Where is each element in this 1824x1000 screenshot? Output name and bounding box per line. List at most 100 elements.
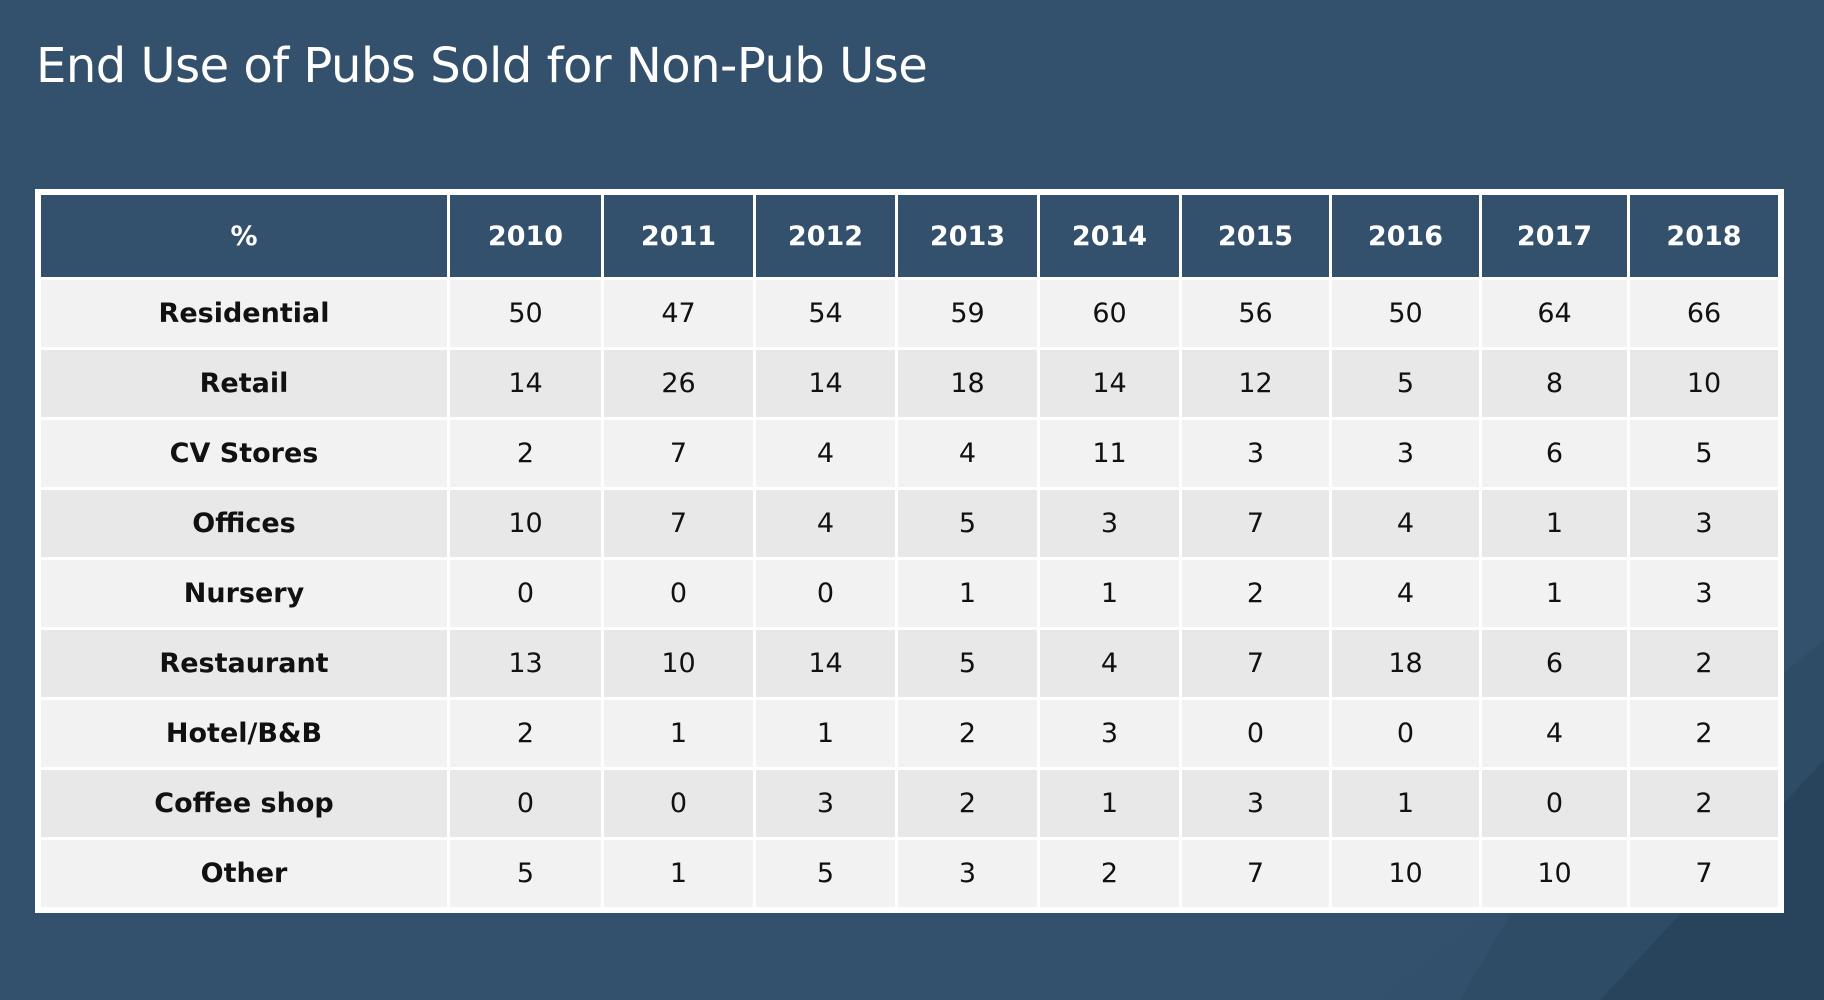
row-label: CV Stores bbox=[41, 420, 447, 487]
table-cell: 7 bbox=[1630, 840, 1778, 907]
table-cell: 47 bbox=[604, 280, 753, 347]
table-cell: 18 bbox=[1332, 630, 1479, 697]
table-cell: 0 bbox=[756, 560, 895, 627]
table-cell: 2 bbox=[898, 770, 1037, 837]
table-cell: 0 bbox=[1332, 700, 1479, 767]
table-cell: 1 bbox=[756, 700, 895, 767]
table-row: Restaurant 13 10 14 5 4 7 18 6 2 bbox=[41, 630, 1778, 697]
table-cell: 4 bbox=[756, 420, 895, 487]
table-cell: 2 bbox=[450, 700, 601, 767]
page-title: End Use of Pubs Sold for Non-Pub Use bbox=[36, 38, 928, 94]
row-label: Retail bbox=[41, 350, 447, 417]
column-header-2014: 2014 bbox=[1040, 195, 1179, 277]
table-cell: 2 bbox=[1630, 630, 1778, 697]
table-cell: 7 bbox=[1182, 490, 1329, 557]
table-cell: 10 bbox=[1332, 840, 1479, 907]
table-cell: 0 bbox=[604, 560, 753, 627]
table-cell: 6 bbox=[1482, 630, 1627, 697]
table-cell: 59 bbox=[898, 280, 1037, 347]
table-cell: 14 bbox=[450, 350, 601, 417]
table-row: Coffee shop 0 0 3 2 1 3 1 0 2 bbox=[41, 770, 1778, 837]
column-header-2012: 2012 bbox=[756, 195, 895, 277]
table-cell: 1 bbox=[1040, 770, 1179, 837]
table-cell: 1 bbox=[1482, 560, 1627, 627]
table-cell: 10 bbox=[1482, 840, 1627, 907]
table-cell: 2 bbox=[1040, 840, 1179, 907]
table-cell: 50 bbox=[1332, 280, 1479, 347]
table-cell: 5 bbox=[450, 840, 601, 907]
table-cell: 5 bbox=[756, 840, 895, 907]
table-cell: 7 bbox=[1182, 840, 1329, 907]
table-cell: 10 bbox=[450, 490, 601, 557]
table-cell: 26 bbox=[604, 350, 753, 417]
table-cell: 3 bbox=[1040, 490, 1179, 557]
table-cell: 2 bbox=[1630, 700, 1778, 767]
table-cell: 1 bbox=[1332, 770, 1479, 837]
table-row: CV Stores 2 7 4 4 11 3 3 6 5 bbox=[41, 420, 1778, 487]
table-cell: 4 bbox=[898, 420, 1037, 487]
data-table-frame: % 2010 2011 2012 2013 2014 2015 2016 2017 2018 Re… bbox=[35, 189, 1784, 913]
table-row: Nursery 0 0 0 1 1 2 4 1 3 bbox=[41, 560, 1778, 627]
table-cell: 0 bbox=[1182, 700, 1329, 767]
table-cell: 13 bbox=[450, 630, 601, 697]
table-row: Offices 10 7 4 5 3 7 4 1 3 bbox=[41, 490, 1778, 557]
table-cell: 1 bbox=[604, 840, 753, 907]
table-cell: 0 bbox=[1482, 770, 1627, 837]
table-cell: 60 bbox=[1040, 280, 1179, 347]
table-cell: 2 bbox=[1630, 770, 1778, 837]
table-cell: 5 bbox=[1630, 420, 1778, 487]
table-cell: 10 bbox=[1630, 350, 1778, 417]
column-header-2017: 2017 bbox=[1482, 195, 1627, 277]
table-cell: 14 bbox=[1040, 350, 1179, 417]
table-cell: 12 bbox=[1182, 350, 1329, 417]
table-cell: 3 bbox=[1182, 770, 1329, 837]
table-cell: 0 bbox=[450, 560, 601, 627]
row-label: Offices bbox=[41, 490, 447, 557]
table-cell: 3 bbox=[1040, 700, 1179, 767]
table-cell: 64 bbox=[1482, 280, 1627, 347]
column-header-2018: 2018 bbox=[1630, 195, 1778, 277]
table-cell: 1 bbox=[1482, 490, 1627, 557]
table-cell: 4 bbox=[1040, 630, 1179, 697]
table-cell: 14 bbox=[756, 630, 895, 697]
table-cell: 3 bbox=[1332, 420, 1479, 487]
table-row: Retail 14 26 14 18 14 12 5 8 10 bbox=[41, 350, 1778, 417]
table-cell: 5 bbox=[898, 630, 1037, 697]
table-cell: 1 bbox=[1040, 560, 1179, 627]
table-row: Residential 50 47 54 59 60 56 50 64 66 bbox=[41, 280, 1778, 347]
table-cell: 5 bbox=[1332, 350, 1479, 417]
table-cell: 4 bbox=[1332, 490, 1479, 557]
table-cell: 3 bbox=[1182, 420, 1329, 487]
table-cell: 4 bbox=[1332, 560, 1479, 627]
column-header-2013: 2013 bbox=[898, 195, 1037, 277]
table-cell: 4 bbox=[756, 490, 895, 557]
table-cell: 2 bbox=[898, 700, 1037, 767]
table-cell: 2 bbox=[450, 420, 601, 487]
table-cell: 2 bbox=[1182, 560, 1329, 627]
table-cell: 0 bbox=[604, 770, 753, 837]
table-cell: 3 bbox=[898, 840, 1037, 907]
table-cell: 56 bbox=[1182, 280, 1329, 347]
column-header-2010: 2010 bbox=[450, 195, 601, 277]
table-cell: 11 bbox=[1040, 420, 1179, 487]
table-cell: 6 bbox=[1482, 420, 1627, 487]
table-cell: 50 bbox=[450, 280, 601, 347]
column-header-2011: 2011 bbox=[604, 195, 753, 277]
table-cell: 3 bbox=[756, 770, 895, 837]
table-cell: 8 bbox=[1482, 350, 1627, 417]
row-label: Hotel/B&B bbox=[41, 700, 447, 767]
table-cell: 10 bbox=[604, 630, 753, 697]
table-cell: 66 bbox=[1630, 280, 1778, 347]
row-label: Nursery bbox=[41, 560, 447, 627]
table-cell: 1 bbox=[604, 700, 753, 767]
table-cell: 3 bbox=[1630, 560, 1778, 627]
table-row: Other 5 1 5 3 2 7 10 10 7 bbox=[41, 840, 1778, 907]
table-header-row: % 2010 2011 2012 2013 2014 2015 2016 2017 2018 bbox=[41, 195, 1778, 277]
table-cell: 4 bbox=[1482, 700, 1627, 767]
row-label: Restaurant bbox=[41, 630, 447, 697]
table-cell: 7 bbox=[1182, 630, 1329, 697]
data-table: % 2010 2011 2012 2013 2014 2015 2016 2017 2018 Re… bbox=[38, 192, 1781, 910]
header-corner-label: % bbox=[41, 195, 447, 277]
table-cell: 7 bbox=[604, 420, 753, 487]
table-row: Hotel/B&B 2 1 1 2 3 0 0 4 2 bbox=[41, 700, 1778, 767]
